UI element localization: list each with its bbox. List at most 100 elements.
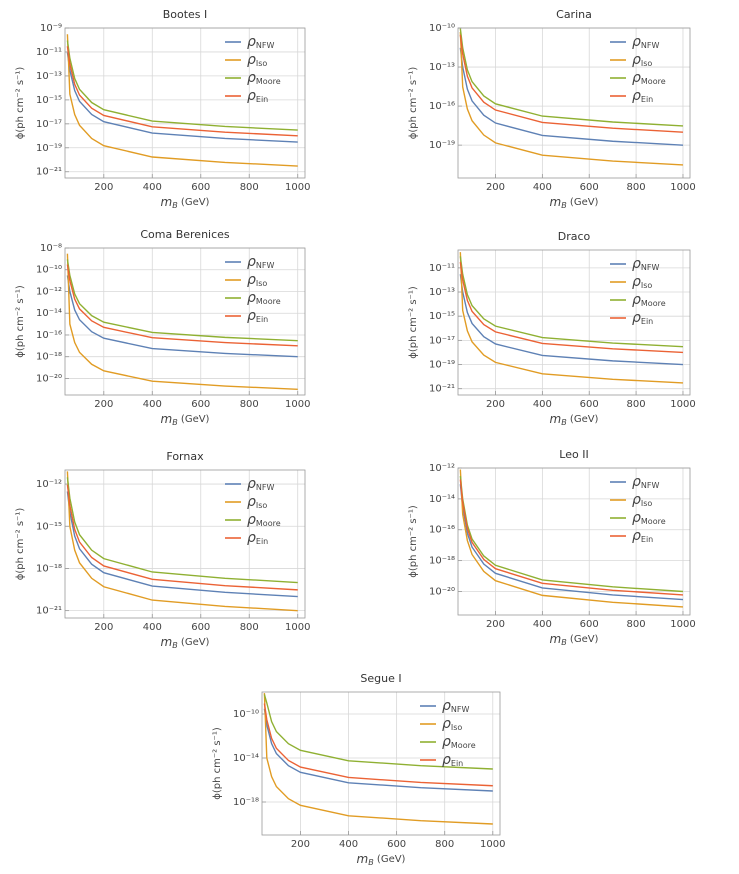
chart-title: Carina xyxy=(556,8,592,21)
y-tick-label: 10⁻¹⁵ xyxy=(429,311,455,322)
y-tick-label: 10⁻¹³ xyxy=(36,71,62,82)
y-tick-label: 10⁻¹² xyxy=(36,479,62,490)
legend-label: ρMoore xyxy=(632,510,666,526)
series-line xyxy=(263,703,493,787)
chart-title: Coma Berenices xyxy=(140,228,230,241)
panel: 10⁻¹⁰ 10⁻¹⁴ 10⁻¹⁸ 200 400 600 800 1000 Segue I mB… xyxy=(212,672,506,867)
y-tick-label: 10⁻¹⁷ xyxy=(429,335,455,346)
legend-label: ρNFW xyxy=(442,698,469,714)
series-line xyxy=(66,275,298,358)
y-tick-label: 10⁻¹⁸ xyxy=(233,797,259,808)
y-axis-label: ϕ(ph cm⁻² s⁻¹) xyxy=(408,286,419,359)
plot-frame xyxy=(64,27,306,179)
x-axis-label: mB (GeV) xyxy=(161,635,210,650)
legend-label: ρEin xyxy=(247,530,268,546)
legend-label: ρNFW xyxy=(632,474,659,490)
legend-label: ρNFW xyxy=(632,34,659,50)
x-tick-label: 800 xyxy=(240,399,259,410)
x-tick-label: 1000 xyxy=(285,622,310,633)
y-tick-label: 10⁻¹⁷ xyxy=(36,119,62,130)
y-tick-label: 10⁻¹⁶ xyxy=(429,525,455,536)
y-axis-label: ϕ(ph cm⁻² s⁻¹) xyxy=(212,727,223,800)
x-axis-label: mB (GeV) xyxy=(550,412,599,427)
x-tick-label: 800 xyxy=(240,182,259,193)
y-tick-label: 10⁻¹³ xyxy=(429,287,455,298)
legend-label: ρEin xyxy=(632,310,653,326)
plot-frame xyxy=(457,467,691,616)
y-tick-label: 10⁻¹¹ xyxy=(429,263,455,274)
x-tick-label: 600 xyxy=(387,839,406,850)
x-tick-label: 400 xyxy=(143,622,162,633)
y-tick-label: 10⁻¹⁶ xyxy=(36,330,62,341)
x-tick-label: 1000 xyxy=(670,182,695,193)
y-tick-label: 10⁻²¹ xyxy=(36,606,62,617)
x-tick-label: 800 xyxy=(240,622,259,633)
chart-title: Segue I xyxy=(360,672,401,685)
plot-frame xyxy=(64,469,306,619)
series-line xyxy=(459,274,684,366)
legend-label: ρIso xyxy=(632,492,652,508)
series-line xyxy=(66,484,298,591)
legend-label: ρIso xyxy=(442,716,462,732)
legend-label: ρEin xyxy=(247,88,268,104)
series-line xyxy=(459,31,684,166)
y-tick-label: 10⁻¹⁶ xyxy=(429,101,455,112)
x-tick-label: 200 xyxy=(94,182,113,193)
legend-label: ρIso xyxy=(632,52,652,68)
chart-title: Leo II xyxy=(559,448,588,461)
panel: 10⁻¹² 10⁻¹⁵ 10⁻¹⁸ 10⁻²¹ 200 400 600 800 1000 Forn… xyxy=(15,450,310,650)
chart-title: Draco xyxy=(558,230,591,243)
series-line xyxy=(459,34,684,133)
series-line xyxy=(66,491,298,598)
y-axis-label: ϕ(ph cm⁻² s⁻¹) xyxy=(15,67,26,140)
legend-label: ρEin xyxy=(632,88,653,104)
y-tick-label: 10⁻¹⁰ xyxy=(429,23,455,34)
y-axis-label: ϕ(ph cm⁻² s⁻¹) xyxy=(408,67,419,140)
x-tick-label: 200 xyxy=(94,399,113,410)
x-tick-label: 800 xyxy=(435,839,454,850)
series-line xyxy=(459,261,684,354)
panel: 10⁻¹² 10⁻¹⁴ 10⁻¹⁶ 10⁻¹⁸ 10⁻²⁰ 200 400 600 800 100… xyxy=(408,448,696,647)
y-tick-label: 10⁻²⁰ xyxy=(429,586,455,597)
x-tick-label: 200 xyxy=(291,839,310,850)
series-line xyxy=(459,47,684,146)
x-tick-label: 1000 xyxy=(285,182,310,193)
series-line xyxy=(263,693,493,825)
x-tick-label: 400 xyxy=(533,399,552,410)
series-line xyxy=(459,479,684,596)
y-tick-label: 10⁻²⁰ xyxy=(36,373,62,384)
legend-label: ρEin xyxy=(442,752,463,768)
x-tick-label: 400 xyxy=(143,399,162,410)
y-tick-label: 10⁻⁹ xyxy=(40,23,62,34)
series-line xyxy=(66,264,298,347)
legend-label: ρIso xyxy=(247,52,267,68)
plot-frame xyxy=(261,691,501,836)
x-tick-label: 800 xyxy=(627,399,646,410)
y-axis-label: ϕ(ph cm⁻² s⁻¹) xyxy=(15,285,26,358)
x-tick-label: 400 xyxy=(143,182,162,193)
series-line xyxy=(66,471,298,612)
legend-label: ρEin xyxy=(247,308,268,324)
y-tick-label: 10⁻¹⁹ xyxy=(36,143,62,154)
y-tick-label: 10⁻²¹ xyxy=(429,384,455,395)
series-line xyxy=(66,259,298,342)
y-tick-label: 10⁻¹⁵ xyxy=(36,521,62,532)
x-tick-label: 400 xyxy=(533,619,552,630)
y-axis-label: ϕ(ph cm⁻² s⁻¹) xyxy=(408,505,419,578)
x-tick-label: 200 xyxy=(486,399,505,410)
y-tick-label: 10⁻¹⁵ xyxy=(36,95,62,106)
series-line xyxy=(66,40,298,131)
legend-label: ρIso xyxy=(247,494,267,510)
x-tick-label: 1000 xyxy=(480,839,505,850)
legend-label: ρNFW xyxy=(247,34,274,50)
series-line xyxy=(66,34,298,167)
series-line xyxy=(459,484,684,601)
legend-label: ρMoore xyxy=(247,70,281,86)
x-tick-label: 600 xyxy=(191,399,210,410)
x-tick-label: 200 xyxy=(94,622,113,633)
legend-label: ρNFW xyxy=(247,476,274,492)
x-axis-label: mB (GeV) xyxy=(161,412,210,427)
panel: 10⁻⁸ 10⁻¹⁰ 10⁻¹² 10⁻¹⁴ 10⁻¹⁶ 10⁻¹⁸ 10⁻²⁰ 200 400… xyxy=(15,228,310,427)
y-tick-label: 10⁻¹⁴ xyxy=(36,308,62,319)
